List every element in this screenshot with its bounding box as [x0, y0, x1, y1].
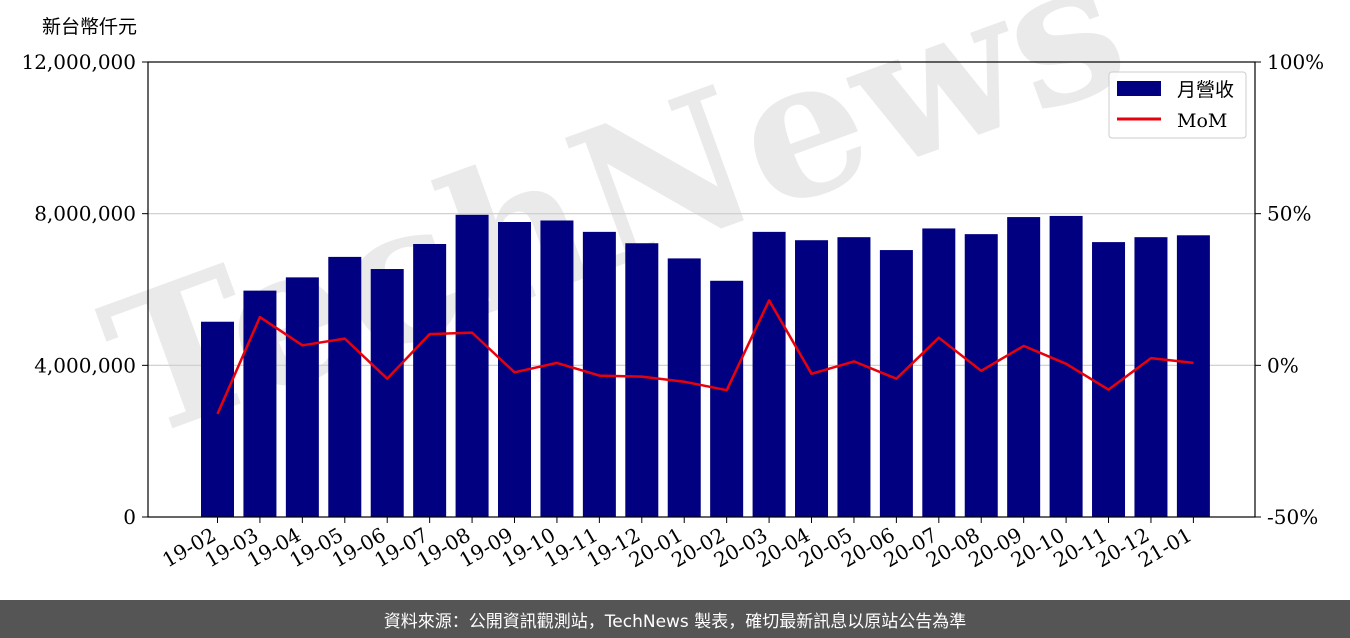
mom-line [216, 299, 1194, 415]
y-tick-label: 8,000,000 [34, 202, 136, 226]
left-y-axis: 0 4,000,000 8,000,000 12,000,000 [21, 50, 148, 529]
bar [540, 220, 574, 517]
bar [1007, 217, 1041, 517]
bar [625, 243, 659, 517]
plot-area-frame [147, 61, 1256, 518]
legend: 月營收 MoM [1108, 71, 1247, 139]
bar [879, 250, 913, 518]
source-text: 資料來源：公開資訊觀測站，TechNews 製表，確切最新訊息以原站公告為準 [383, 611, 967, 632]
line-series [216, 299, 1194, 415]
bar-series [201, 214, 1210, 518]
bar [1049, 215, 1083, 518]
bar [328, 256, 362, 517]
bar [710, 280, 744, 517]
bar [201, 321, 234, 517]
source-footer: 資料來源：公開資訊觀測站，TechNews 製表，確切最新訊息以原站公告為準 [0, 600, 1350, 638]
bar [837, 237, 871, 518]
y2-tick-label: 0% [1267, 353, 1299, 377]
x-axis: 19-0219-0319-0419-0519-0619-0719-0819-09… [158, 517, 1196, 572]
bar [413, 244, 447, 517]
y-tick-label: 4,000,000 [34, 353, 136, 377]
chart: TechNews 新台幣仟元 04,000,0008,000,00012,000… [21, 0, 1324, 572]
legend-label-mom: MoM [1177, 110, 1227, 132]
y2-tick-label: 100% [1267, 50, 1324, 74]
bar [1134, 237, 1168, 518]
bar [964, 234, 998, 517]
bar [455, 214, 489, 517]
y-axis-unit-label: 新台幣仟元 [42, 16, 137, 38]
y-tick-label: 12,000,000 [21, 50, 136, 74]
right-y-axis: -50% 0% 50% 100% [1255, 50, 1324, 529]
bar [667, 258, 701, 517]
bar [752, 231, 786, 517]
bar [1176, 235, 1210, 517]
y2-tick-label: -50% [1267, 505, 1318, 529]
bar [795, 240, 829, 518]
legend-bar-swatch [1117, 81, 1161, 96]
bar [370, 269, 404, 517]
y2-tick-label: 50% [1267, 202, 1311, 226]
bar [922, 228, 956, 517]
bar [285, 277, 319, 517]
bar [243, 290, 277, 517]
y-tick-label: 0 [123, 505, 136, 529]
legend-label-revenue: 月營收 [1177, 79, 1234, 101]
bar [1092, 242, 1126, 517]
